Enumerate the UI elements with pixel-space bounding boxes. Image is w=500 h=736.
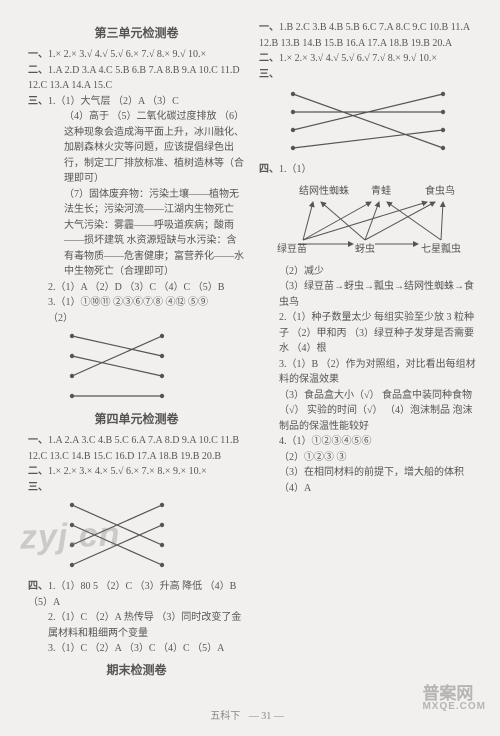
u4-sec2: 二、1.× 2.× 3.× 4.× 5.√ 6.× 7.× 8.× 9.× 10… (28, 464, 245, 480)
label: 三、 (28, 482, 48, 493)
final-q4-4b: （2）①②③ ③ (259, 450, 476, 466)
content: 1.A 2.D 3.A 4.C 5.B 6.B 7.A 8.B 9.A 10.C… (28, 65, 240, 92)
label: 二、 (28, 466, 48, 477)
sec4r-line1: 四、1.（1）80 5 （2）C （3）升高 降低 （4）B （5）A (28, 579, 245, 610)
u3-q1-7: （7）固体废弃物：污染土壤——植物无法生长；污染河流——江湖内生物死亡 大气污染… (28, 187, 245, 280)
u4-sec1: 一、1.A 2.A 3.C 4.B 5.C 6.A 7.A 8.D 9.A 10… (28, 433, 245, 464)
u3-q3: 3.（1）①⑩⑪ ②③⑥⑦⑧ ④⑫ ⑤⑨ (28, 295, 245, 311)
final-q4-1-3: （3）绿豆苗→蚜虫→瓢虫→结网性蜘蛛→食虫鸟 (259, 279, 476, 310)
label: 一、 (28, 49, 48, 60)
u4-sec3-label: 三、 (28, 480, 245, 496)
unit4-title: 第四单元检测卷 (28, 410, 245, 427)
label: 二、 (28, 65, 48, 76)
footer-page: — 31 — (243, 711, 290, 722)
content: 1.（1）大气层 （2）A （3）C (48, 96, 179, 107)
content: 1.A 2.A 3.C 4.B 5.C 6.A 7.A 8.D 9.A 10.C… (28, 435, 239, 462)
svg-text:七星瓢虫: 七星瓢虫 (421, 242, 461, 255)
final-sec1: 一、1.B 2.C 3.B 4.B 5.B 6.C 7.A 8.C 9.C 10… (259, 20, 476, 51)
u3-q1-detail: （4）高于 （5）二氧化碳过度排放 （6）这种现象会造成海平面上升，冰川融化、加… (28, 109, 245, 187)
final-q4-3: 3.（1）B （2）作为对照组，对比看出每组材料的保温效果 (259, 357, 476, 388)
u3-sec3-q1: 三、1.（1）大气层 （2）A （3）C (28, 94, 245, 110)
content: 1.（1）80 5 （2）C （3）升高 降低 （4）B （5）A (28, 581, 236, 608)
footer-label: 五科下 (210, 711, 240, 722)
page-footer: 五科下 — 31 — (0, 707, 500, 722)
content: 1.B 2.C 3.B 4.B 5.B 6.C 7.A 8.C 9.C 10.B… (259, 22, 470, 49)
content: 1.（1） (279, 164, 312, 175)
final-q4-3b: （3）食品盒大小（√） 食品盒中装同种食物（√） 实验的时间（√） （4）泡沫制… (259, 388, 476, 435)
final-q4-4: 4.（1）①②③④⑤⑥ (259, 434, 476, 450)
content: 1.× 2.× 3.√ 4.√ 5.√ 6.√ 7.√ 8.× 9.√ 10.× (279, 53, 437, 64)
match-diagram-2 (62, 497, 172, 575)
final-title: 期末检测卷 (28, 661, 245, 678)
u3-sec2: 二、1.A 2.D 3.A 4.C 5.B 6.B 7.A 8.B 9.A 10… (28, 63, 245, 94)
u3-sec1: 一、1.× 2.× 3.√ 4.√ 5.√ 6.× 7.√ 8.× 9.√ 10… (28, 47, 245, 63)
u3-q3-2: （2） (28, 311, 245, 327)
food-chain-diagram: 结网性蜘蛛青蛙食虫鸟绿豆苗蚜虫七星瓢虫 (263, 182, 483, 260)
final-sec2: 二、1.× 2.× 3.√ 4.√ 5.√ 6.√ 7.√ 8.× 9.√ 10… (259, 51, 476, 67)
sec4r-line2: 2.（1）C （2）A 热传导 （3）同时改变了金属材料和粗细两个变量 (28, 610, 245, 641)
match-diagram-1 (62, 328, 172, 406)
label: 三、 (259, 69, 279, 80)
svg-text:蚜虫: 蚜虫 (355, 242, 375, 255)
final-sec3-label: 三、 (259, 67, 476, 83)
svg-text:青蛙: 青蛙 (371, 184, 391, 197)
label: 二、 (259, 53, 279, 64)
unit3-title: 第三单元检测卷 (28, 24, 245, 41)
label: 一、 (28, 435, 48, 446)
svg-text:食虫鸟: 食虫鸟 (425, 184, 455, 197)
label: 四、 (28, 581, 48, 592)
final-q4-1-2: （2）减少 (259, 264, 476, 280)
final-sec4-q1: 四、1.（1） (259, 162, 476, 178)
final-q4-4c: （3）在相同材料的前提下，增大船的体积 （4）A (259, 465, 476, 496)
label: 四、 (259, 164, 279, 175)
u3-q2: 2.（1）A （2）D （3）C （4）C （5）B (28, 280, 245, 296)
sec4r-line3: 3.（1）C （2）A （3）C （4）C （5）A (28, 641, 245, 657)
content: 1.× 2.× 3.× 4.× 5.√ 6.× 7.× 8.× 9.× 10.× (48, 466, 207, 477)
label: 一、 (259, 22, 279, 33)
label: 三、 (28, 96, 48, 107)
svg-text:结网性蜘蛛: 结网性蜘蛛 (299, 184, 349, 197)
content: 1.× 2.× 3.√ 4.√ 5.√ 6.× 7.√ 8.× 9.√ 10.× (48, 49, 206, 60)
final-q4-2: 2.（1）种子数量太少 每组实验至少放 3 粒种子 （2）甲和丙 （3）绿豆种子… (259, 310, 476, 357)
match-diagram-3 (283, 86, 453, 158)
